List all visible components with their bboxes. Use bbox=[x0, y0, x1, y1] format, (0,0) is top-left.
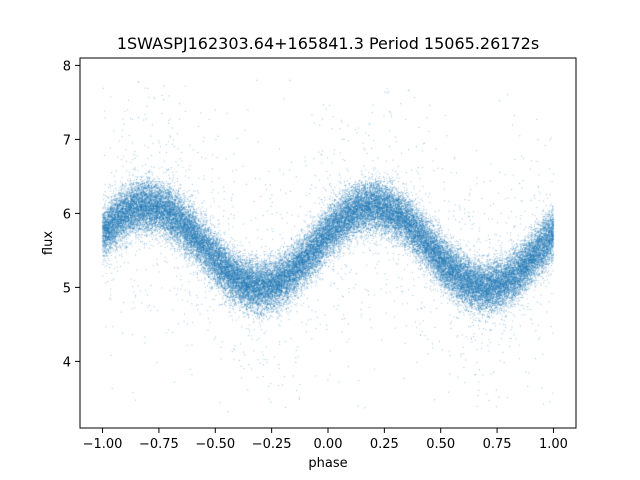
x-tick-label: 0.50 bbox=[426, 437, 455, 452]
y-tick-label: 7 bbox=[63, 133, 71, 148]
chart-title: 1SWASPJ162303.64+165841.3 Period 15065.2… bbox=[117, 34, 539, 53]
y-axis-ticks: 4 5 6 7 8 bbox=[63, 59, 80, 370]
x-tick-label: −0.25 bbox=[252, 437, 292, 452]
x-tick-label: −1.00 bbox=[83, 437, 123, 452]
scatter-points-layer bbox=[80, 58, 576, 428]
x-tick-label: 0.75 bbox=[483, 437, 512, 452]
y-tick-label: 8 bbox=[63, 59, 71, 74]
x-axis-label: phase bbox=[308, 456, 347, 471]
y-tick-label: 5 bbox=[63, 281, 71, 296]
x-tick-label: −0.50 bbox=[195, 437, 235, 452]
y-axis-label: flux bbox=[41, 231, 56, 255]
y-tick-label: 4 bbox=[63, 355, 71, 370]
x-tick-label: 1.00 bbox=[539, 437, 568, 452]
x-tick-label: 0.00 bbox=[314, 437, 343, 452]
x-tick-label: −0.75 bbox=[139, 437, 179, 452]
x-axis-ticks: −1.00 −0.75 −0.50 −0.25 0.00 0.25 0.50 0.75 1.00 bbox=[83, 428, 568, 452]
y-tick-label: 6 bbox=[63, 207, 71, 222]
x-tick-label: 0.25 bbox=[370, 437, 399, 452]
